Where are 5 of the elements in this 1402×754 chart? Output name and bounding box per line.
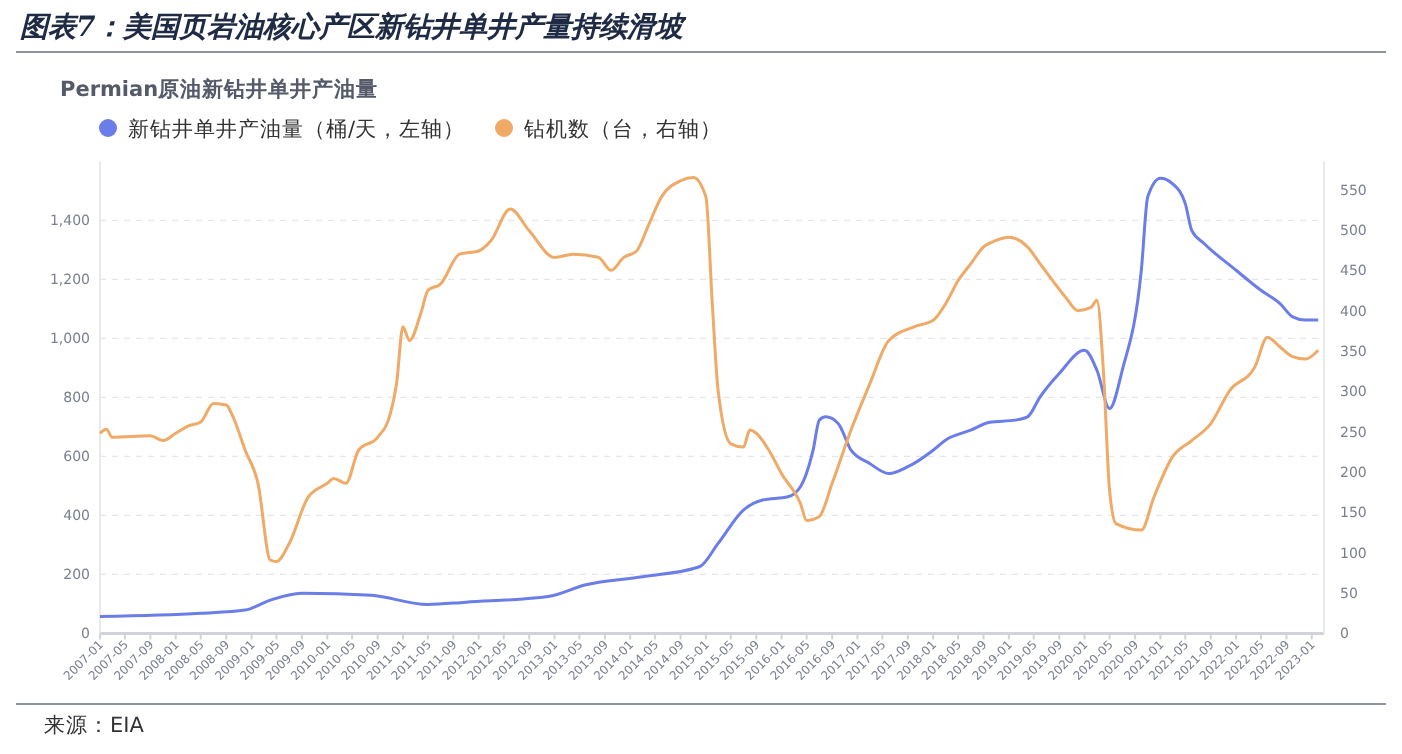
chart-title: 图表7：美国页岩油核心产区新钻井单井产量持续滑坡 [20,10,688,44]
chart-subtitle: Permian原油新钻井单井产油量 [60,76,379,102]
legend-label: 钻机数（台，右轴） [522,116,722,142]
legend-label: 新钻井单井产油量（桶/天，左轴） [128,116,466,142]
source-note: 来源：EIA [44,712,146,738]
